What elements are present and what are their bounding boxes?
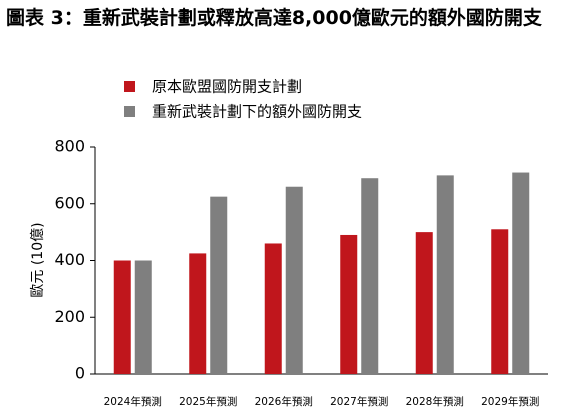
- x-tick-label: 2027年預測: [330, 395, 388, 408]
- bar: [361, 178, 379, 374]
- chart-title: 圖表 3：重新武裝計劃或釋放高達8,000億歐元的額外國防開支: [6, 7, 542, 29]
- x-tick-label: 2026年預測: [255, 395, 313, 408]
- bar: [113, 260, 131, 374]
- y-tick-label: 400: [54, 250, 85, 269]
- bar: [189, 253, 207, 374]
- x-tick-label: 2028年預測: [406, 395, 464, 408]
- y-tick-label: 600: [54, 193, 85, 212]
- bar: [285, 186, 303, 374]
- bar: [436, 175, 454, 374]
- y-tick-label: 0: [75, 364, 85, 383]
- legend-swatch: [124, 106, 135, 117]
- y-tick-label: 800: [54, 137, 85, 156]
- x-tick-label: 2024年預測: [104, 395, 162, 408]
- bar: [491, 229, 509, 374]
- y-axis-label: 歐元 (10億): [30, 222, 46, 297]
- bar: [415, 232, 433, 374]
- bar: [264, 243, 282, 374]
- bar: [512, 172, 530, 374]
- y-tick-label: 200: [54, 307, 85, 326]
- legend-label: 重新武裝計劃下的額外國防開支: [152, 103, 362, 121]
- x-tick-label: 2029年預測: [481, 395, 539, 408]
- bar: [340, 234, 358, 374]
- x-tick-label: 2025年預測: [179, 395, 237, 408]
- bar: [134, 260, 152, 374]
- legend-swatch: [124, 81, 135, 92]
- bar: [210, 196, 228, 374]
- legend-label: 原本歐盟國防開支計劃: [152, 78, 302, 96]
